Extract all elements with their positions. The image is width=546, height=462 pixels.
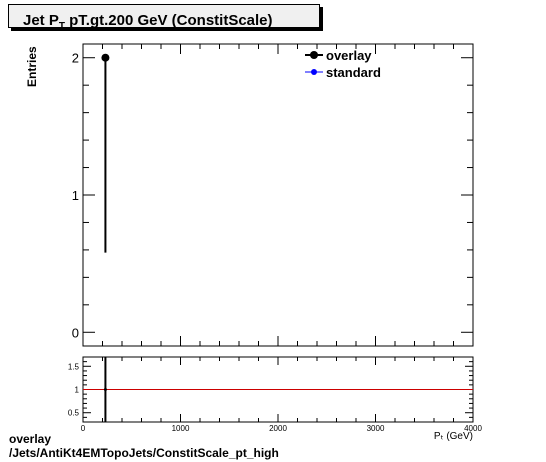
legend: overlay standard [305,48,381,80]
chart-title: Jet PT pT.gt.200 GeV (ConstitScale) [23,12,273,32]
legend-overlay-label: overlay [326,48,372,63]
ratio-x-tick-label: 1000 [172,424,190,433]
main-axis-ticks: 0 1 2 [72,44,474,346]
footer-line-2: /Jets/AntiKt4EMTopoJets/ConstitScale_pt_… [9,446,279,460]
title-box: Jet PT pT.gt.200 GeV (ConstitScale) [8,4,320,32]
legend-overlay-marker [310,51,318,59]
main-plot-marks [101,53,110,253]
title-subscript: T [58,21,65,32]
main-plot-frame [82,43,474,347]
ratio-x-tick-label: 3000 [367,424,385,433]
ratio-y-tick-label: 1 [75,386,80,395]
main-y-tick-label: 0 [72,325,79,340]
x-axis-label: Pₜ (GeV) [434,431,473,442]
ratio-x-tick-label: 2000 [269,424,287,433]
main-data-point [101,53,110,62]
ratio-x-tick-label: 4000 [464,424,482,433]
ratio-x-tick-label: 0 [81,424,86,433]
title-rest: pT.gt.200 GeV (ConstitScale) [64,12,273,29]
main-y-tick-label: 1 [72,188,79,203]
ratio-data-point [103,388,107,391]
ratio-y-tick-label: 1.5 [68,362,80,371]
ratio-axis-ticks: 0 1000 2000 3000 4000 0.5 1 1.5 [68,357,482,433]
y-axis-label: Entries [25,46,39,87]
footer-line-1: overlay [9,432,52,446]
main-y-tick-label: 2 [72,51,79,66]
ratio-y-tick-label: 0.5 [68,409,80,418]
legend-standard-marker [311,69,317,75]
legend-standard-label: standard [326,65,381,80]
ratio-plot-marks [83,357,473,422]
title-prefix: Jet P [23,12,59,29]
